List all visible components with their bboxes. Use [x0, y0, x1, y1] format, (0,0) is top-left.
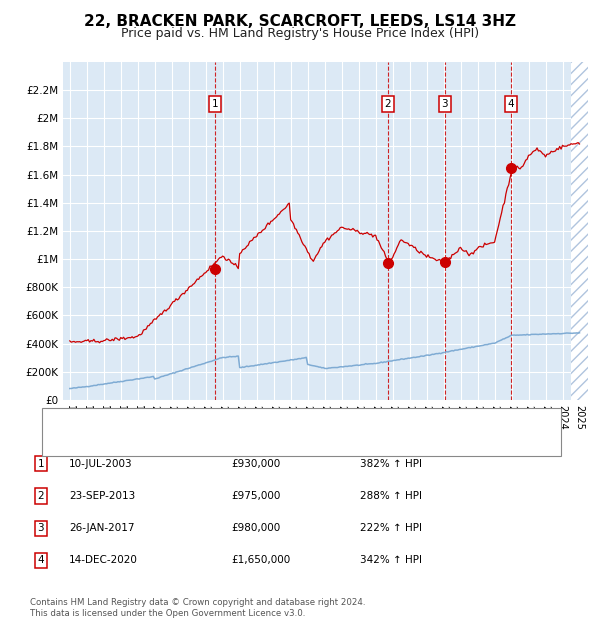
- Text: 4: 4: [37, 556, 44, 565]
- Text: HPI: Average price, detached house, Leeds: HPI: Average price, detached house, Leed…: [91, 440, 314, 450]
- Text: £975,000: £975,000: [231, 491, 280, 501]
- Text: 14-DEC-2020: 14-DEC-2020: [69, 556, 138, 565]
- Text: Price paid vs. HM Land Registry's House Price Index (HPI): Price paid vs. HM Land Registry's House …: [121, 27, 479, 40]
- Text: £980,000: £980,000: [231, 523, 280, 533]
- Text: 23-SEP-2013: 23-SEP-2013: [69, 491, 135, 501]
- Text: £930,000: £930,000: [231, 459, 280, 469]
- Text: £1,650,000: £1,650,000: [231, 556, 290, 565]
- Text: 3: 3: [442, 99, 448, 109]
- Text: 1: 1: [211, 99, 218, 109]
- Bar: [571, 62, 588, 400]
- Text: 222% ↑ HPI: 222% ↑ HPI: [360, 523, 422, 533]
- Text: 10-JUL-2003: 10-JUL-2003: [69, 459, 133, 469]
- Text: 4: 4: [508, 99, 514, 109]
- Text: 22, BRACKEN PARK, SCARCROFT, LEEDS, LS14 3HZ: 22, BRACKEN PARK, SCARCROFT, LEEDS, LS14…: [84, 14, 516, 29]
- Text: 2: 2: [37, 491, 44, 501]
- Text: 3: 3: [37, 523, 44, 533]
- Text: 1: 1: [37, 459, 44, 469]
- Text: 2: 2: [385, 99, 391, 109]
- Text: 342% ↑ HPI: 342% ↑ HPI: [360, 556, 422, 565]
- Text: 382% ↑ HPI: 382% ↑ HPI: [360, 459, 422, 469]
- Text: 26-JAN-2017: 26-JAN-2017: [69, 523, 134, 533]
- Text: 22, BRACKEN PARK, SCARCROFT, LEEDS, LS14 3HZ (detached house): 22, BRACKEN PARK, SCARCROFT, LEEDS, LS14…: [91, 416, 451, 427]
- Text: 288% ↑ HPI: 288% ↑ HPI: [360, 491, 422, 501]
- Text: Contains HM Land Registry data © Crown copyright and database right 2024.
This d: Contains HM Land Registry data © Crown c…: [30, 598, 365, 618]
